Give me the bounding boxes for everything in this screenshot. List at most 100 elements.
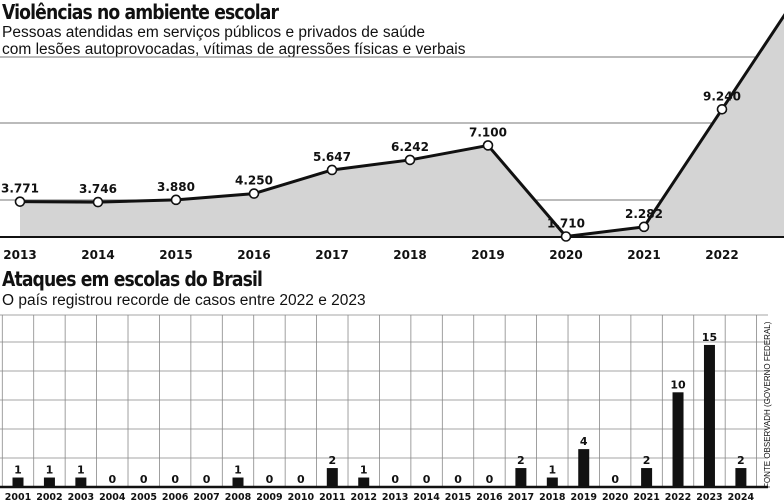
bar-label-2019: 4: [580, 435, 588, 448]
bar-label-2020: 0: [611, 473, 619, 486]
value-label-2019: 7.100: [469, 125, 507, 139]
point-2021: [638, 221, 650, 233]
bar-2021: [641, 468, 653, 487]
x-tick-2021: 2021: [627, 248, 660, 262]
x-tick-2009: 2009: [256, 492, 282, 502]
chart1-title: Violências no ambiente escolar: [2, 0, 279, 24]
x-tick-2013: 2013: [3, 248, 36, 262]
x-tick-2014: 2014: [81, 248, 114, 262]
x-tick-2004: 2004: [99, 492, 126, 502]
bar-2002: [43, 477, 55, 487]
bar-label-2023: 15: [702, 331, 717, 344]
value-label-2013: 3.771: [1, 182, 39, 196]
bar-2023: [703, 344, 715, 487]
bar-label-2008: 1: [234, 464, 242, 477]
source-note: FONTE OBSERVADH (GOVERNO FEDERAL): [763, 322, 782, 488]
value-label-2020: 1.710: [547, 217, 585, 231]
x-tick-2001: 2001: [5, 492, 31, 502]
value-label-2015: 3.880: [157, 180, 195, 194]
value-label-2018: 6.242: [391, 140, 429, 154]
bar-label-2016: 0: [486, 473, 494, 486]
bar-label-2001: 1: [14, 464, 22, 477]
value-label-2016: 4.250: [235, 174, 273, 188]
x-tick-2017: 2017: [315, 248, 348, 262]
bar-label-2022: 10: [670, 378, 686, 391]
x-tick-2019: 2019: [471, 248, 504, 262]
bar-2018: [546, 477, 558, 487]
x-tick-2020: 2020: [549, 248, 582, 262]
bar-label-2017: 2: [517, 454, 525, 467]
chart1-subtitle-line1: Pessoas atendidas em serviços públicos e…: [2, 24, 426, 41]
bar-2011: [326, 468, 338, 487]
bar-2001: [12, 477, 24, 487]
point-2022: [716, 103, 728, 115]
point-2017: [326, 164, 338, 176]
x-tick-2022: 2022: [705, 248, 738, 262]
bar-label-2021: 2: [643, 454, 651, 467]
chart2-title: Ataques em escolas do Brasil: [2, 267, 263, 291]
x-tick-2017: 2017: [508, 492, 534, 502]
x-tick-2023: 2023: [696, 492, 722, 502]
source-text: FONTE OBSERVADH (GOVERNO FEDERAL): [763, 321, 772, 488]
x-tick-2008: 2008: [225, 492, 252, 502]
point-2018: [404, 154, 416, 166]
point-2020: [560, 231, 572, 242]
bar-2019: [578, 449, 590, 487]
x-tick-2005: 2005: [130, 492, 156, 502]
x-tick-2015: 2015: [159, 248, 192, 262]
x-tick-2018: 2018: [393, 248, 426, 262]
point-2016: [248, 188, 260, 199]
point-2019: [482, 140, 494, 151]
point-2014: [92, 196, 104, 208]
bar-label-2015: 0: [454, 473, 462, 486]
value-label-2017: 5.647: [313, 150, 351, 164]
bar-label-2011: 2: [328, 454, 336, 467]
x-tick-2011: 2011: [319, 492, 345, 502]
bar-label-2014: 0: [423, 473, 431, 486]
violence-area-chart: 3.771 2013 3.746 2014 3.880 2015 4.250 2016 5.64…: [0, 13, 784, 262]
value-label-2021: 2.282: [625, 207, 663, 221]
bar-2017: [515, 468, 527, 487]
x-tick-2015: 2015: [445, 492, 471, 502]
bar-label-2024: 2: [737, 454, 745, 467]
x-tick-2020: 2020: [602, 492, 629, 502]
x-tick-2007: 2007: [193, 492, 219, 502]
x-tick-2006: 2006: [162, 492, 189, 502]
x-tick-2021: 2021: [633, 492, 659, 502]
bar-2008: [232, 477, 244, 487]
x-tick-2002: 2002: [36, 492, 62, 502]
x-tick-2019: 2019: [571, 492, 597, 502]
x-tick-2016: 2016: [237, 248, 270, 262]
value-label-2014: 3.746: [79, 182, 117, 196]
bar-label-2005: 0: [140, 473, 148, 486]
x-tick-2016: 2016: [476, 492, 503, 502]
bar-label-2004: 0: [108, 473, 116, 486]
value-label-2022: 9.240: [703, 89, 741, 103]
x-tick-2013: 2013: [382, 492, 408, 502]
bar-label-2012: 1: [360, 464, 368, 477]
area-fill: [20, 15, 784, 237]
bar-label-2013: 0: [391, 473, 399, 486]
x-tick-2010: 2010: [288, 492, 315, 502]
x-tick-2018: 2018: [539, 492, 566, 502]
chart1-subtitle-line2: com lesões autoprovocadas, vítimas de ag…: [2, 41, 466, 58]
bar-2022: [672, 392, 684, 487]
bar-label-2006: 0: [171, 473, 179, 486]
bar-label-2010: 0: [297, 473, 305, 486]
bar-2024: [735, 468, 747, 487]
x-tick-2003: 2003: [68, 492, 94, 502]
chart2-subtitle: O país registrou recorde de casos entre …: [2, 292, 366, 309]
x-tick-2022: 2022: [665, 492, 691, 502]
x-tick-2024: 2024: [728, 492, 755, 502]
bar-2012: [358, 477, 370, 487]
point-2015: [170, 194, 182, 206]
bar-label-2018: 1: [548, 464, 556, 477]
bar-2003: [75, 477, 87, 487]
bar-label-2003: 1: [77, 464, 85, 477]
bar-label-2007: 0: [203, 473, 211, 486]
x-tick-2014: 2014: [413, 492, 440, 502]
point-2013: [14, 196, 26, 207]
bar-label-2002: 1: [46, 464, 54, 477]
x-tick-2012: 2012: [351, 492, 377, 502]
